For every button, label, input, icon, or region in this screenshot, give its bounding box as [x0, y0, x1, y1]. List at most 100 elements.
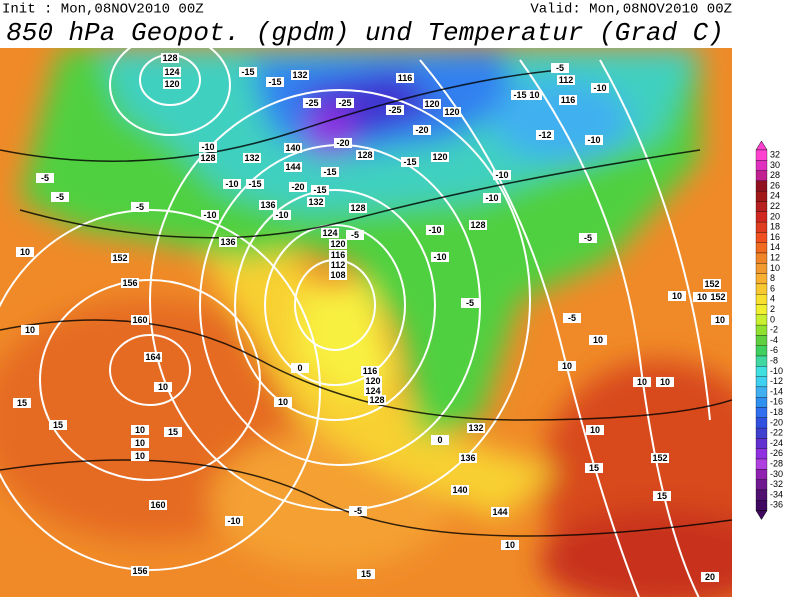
- label-box: [668, 291, 686, 301]
- contour-label: -5: [136, 202, 144, 212]
- label-box: [633, 377, 651, 387]
- contour-label: -15: [323, 167, 336, 177]
- legend-label: -26: [770, 448, 783, 458]
- label-box: [368, 395, 386, 405]
- legend-label: -28: [770, 459, 783, 469]
- label-box: [291, 70, 309, 80]
- contour-label: -15: [241, 67, 254, 77]
- contour-label: 10: [697, 292, 707, 302]
- contour-label: 10: [562, 361, 572, 371]
- contour-label: 20: [705, 572, 715, 582]
- contour-label: 128: [357, 150, 372, 160]
- legend-label: -20: [770, 417, 783, 427]
- label-box: [36, 173, 54, 183]
- legend-swatch: [755, 489, 768, 501]
- label-box: [144, 352, 162, 362]
- label-box: [13, 398, 31, 408]
- contour-label: 10: [20, 247, 30, 257]
- label-box: [161, 53, 179, 63]
- legend-label: 10: [770, 263, 780, 273]
- contour-label: -5: [56, 192, 64, 202]
- legend-swatch: [755, 180, 768, 192]
- contour-label: -15: [313, 185, 326, 195]
- label-box: [709, 292, 727, 302]
- contour-label: -20: [291, 182, 304, 192]
- label-box: [653, 491, 671, 501]
- legend-swatch: [755, 160, 768, 171]
- label-box: [311, 185, 329, 195]
- legend-swatch: [755, 221, 768, 233]
- contour-label: -10: [495, 170, 508, 180]
- contour-label: 120: [424, 99, 439, 109]
- legend-swatch: [755, 211, 768, 223]
- contour-label: -15: [403, 157, 416, 167]
- legend-swatch: [755, 232, 768, 243]
- label-box: [321, 167, 339, 177]
- legend-label: -6: [770, 345, 778, 355]
- label-box: [551, 63, 569, 73]
- label-box: [579, 233, 597, 243]
- contour-label: -10: [428, 225, 441, 235]
- label-box: [163, 67, 181, 77]
- contour-label: -25: [338, 98, 351, 108]
- contour-label: 160: [132, 315, 147, 325]
- label-box: [246, 179, 264, 189]
- label-box: [131, 425, 149, 435]
- legend-label: 18: [770, 222, 780, 232]
- legend-label: 22: [770, 201, 780, 211]
- contour-label: -15: [513, 90, 526, 100]
- legend-swatch: [755, 191, 768, 202]
- legend-label: -2: [770, 325, 778, 335]
- label-box: [266, 77, 284, 87]
- label-box: [349, 506, 367, 516]
- label-box: [656, 377, 674, 387]
- label-box: [329, 239, 347, 249]
- label-box: [511, 90, 529, 100]
- contour-label: 120: [444, 107, 459, 117]
- legend-swatch: [755, 294, 768, 305]
- label-box: [21, 325, 39, 335]
- legend-swatch: [755, 263, 768, 274]
- contour-label: -5: [466, 298, 474, 308]
- legend-swatch: [755, 417, 768, 429]
- legend-swatch: [755, 438, 768, 449]
- contour-label: 10: [715, 315, 725, 325]
- label-box: [349, 203, 367, 213]
- contour-label: -5: [556, 63, 564, 73]
- label-box: [16, 247, 34, 257]
- label-box: [154, 382, 172, 392]
- contour-label: -10: [433, 252, 446, 262]
- contour-label: 15: [657, 491, 667, 501]
- contour-label: 108: [330, 270, 345, 280]
- contour-label: -5: [584, 233, 592, 243]
- label-box: [223, 179, 241, 189]
- label-box: [131, 315, 149, 325]
- label-box: [563, 313, 581, 323]
- label-box: [431, 252, 449, 262]
- legend-swatch: [755, 170, 768, 182]
- contour-label: 15: [17, 398, 27, 408]
- label-box: [413, 125, 431, 135]
- contour-label: -25: [388, 105, 401, 115]
- label-box: [131, 566, 149, 576]
- contour-label: -10: [201, 142, 214, 152]
- legend-swatch: [755, 314, 768, 326]
- legend-label: 12: [770, 253, 780, 263]
- label-box: [273, 210, 291, 220]
- legend-swatch: [755, 283, 768, 295]
- legend-label: -22: [770, 428, 783, 438]
- contour-label: -5: [568, 313, 576, 323]
- label-box: [431, 152, 449, 162]
- contour-label: 164: [145, 352, 160, 362]
- contour-label: -10: [203, 210, 216, 220]
- contour-label: 116: [398, 73, 413, 83]
- contour-label: 10: [135, 438, 145, 448]
- label-box: [329, 270, 347, 280]
- contour-label: -12: [538, 130, 551, 140]
- contour-label: -10: [275, 210, 288, 220]
- contour-label: 10: [660, 377, 670, 387]
- legend-swatch: [755, 366, 768, 377]
- label-box: [493, 170, 511, 180]
- contour-label: 120: [365, 376, 380, 386]
- label-box: [558, 361, 576, 371]
